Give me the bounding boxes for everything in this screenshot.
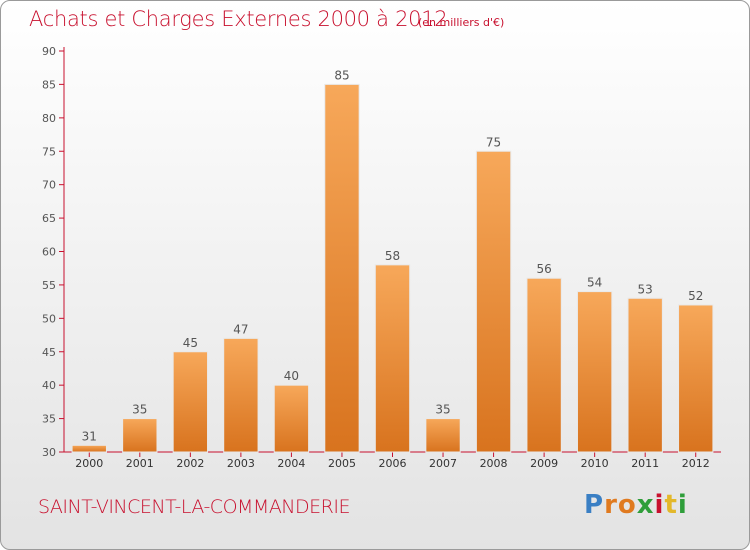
value-label-2006: 58	[385, 249, 400, 263]
value-label-2003: 47	[233, 322, 248, 336]
value-label-2002: 45	[183, 336, 198, 350]
y-tick-label: 80	[42, 112, 56, 125]
y-tick-label: 85	[42, 78, 56, 91]
chart-unit-note: (en milliers d'€)	[418, 16, 505, 29]
x-tick-label-2003: 2003	[227, 457, 255, 470]
y-tick-label: 70	[42, 179, 56, 192]
x-tick-label-2007: 2007	[429, 457, 457, 470]
y-tick-label: 90	[42, 45, 56, 58]
y-tick-label: 65	[42, 212, 56, 225]
logo-letter: r	[604, 490, 618, 520]
bar-2004	[273, 384, 310, 453]
logo-letter: i	[677, 490, 688, 520]
x-tick-label-2004: 2004	[277, 457, 305, 470]
y-tick-label: 45	[42, 346, 56, 359]
value-label-2010: 54	[587, 276, 602, 290]
logo-letter: o	[617, 490, 637, 520]
y-tick-label: 60	[42, 246, 56, 259]
logo-letter: x	[636, 490, 655, 520]
y-tick-label: 50	[42, 312, 56, 325]
commune-name: SAINT-VINCENT-LA-COMMANDERIE	[38, 496, 350, 518]
bar-2002	[172, 351, 209, 453]
x-tick-label-2006: 2006	[379, 457, 407, 470]
logo-letter: t	[664, 490, 678, 520]
y-tick-label: 40	[42, 379, 56, 392]
value-label-2000: 31	[82, 429, 97, 443]
logo-letter: i	[654, 490, 665, 520]
bar-2001	[122, 418, 158, 453]
value-label-2009: 56	[536, 262, 551, 276]
bar-2003	[223, 337, 259, 453]
value-label-2004: 40	[284, 369, 299, 383]
value-label-2001: 35	[132, 403, 147, 417]
y-tick-label: 30	[42, 446, 56, 459]
x-tick-label-2000: 2000	[75, 457, 103, 470]
bar-2012	[678, 304, 714, 453]
proxiti-logo: Proxiti	[584, 490, 688, 520]
x-tick-label-2011: 2011	[631, 457, 659, 470]
y-tick-label: 75	[42, 145, 56, 158]
value-label-2008: 75	[486, 135, 501, 149]
x-tick-label-2008: 2008	[480, 457, 508, 470]
y-tick-label: 35	[42, 413, 56, 426]
value-label-2012: 52	[688, 289, 703, 303]
bar-2007	[425, 418, 461, 453]
value-label-2011: 53	[638, 282, 653, 296]
x-tick-label-2005: 2005	[328, 457, 356, 470]
bar-2010	[576, 291, 613, 453]
x-tick-label-2001: 2001	[126, 457, 154, 470]
bar-2006	[374, 264, 411, 453]
bar-2008	[475, 150, 512, 453]
value-label-2007: 35	[435, 403, 450, 417]
y-tick-label: 55	[42, 279, 56, 292]
value-label-2005: 85	[334, 68, 349, 82]
x-tick-label-2012: 2012	[682, 457, 710, 470]
x-tick-label-2010: 2010	[581, 457, 609, 470]
bar-2009	[526, 277, 562, 453]
x-tick-label-2009: 2009	[530, 457, 558, 470]
bar-2011	[627, 297, 663, 453]
x-tick-label-2002: 2002	[176, 457, 204, 470]
logo-letter: P	[584, 490, 605, 520]
bar-2005	[324, 83, 360, 453]
bar-2000	[71, 444, 107, 453]
chart-title: Achats et Charges Externes 2000 à 2012	[29, 7, 448, 31]
